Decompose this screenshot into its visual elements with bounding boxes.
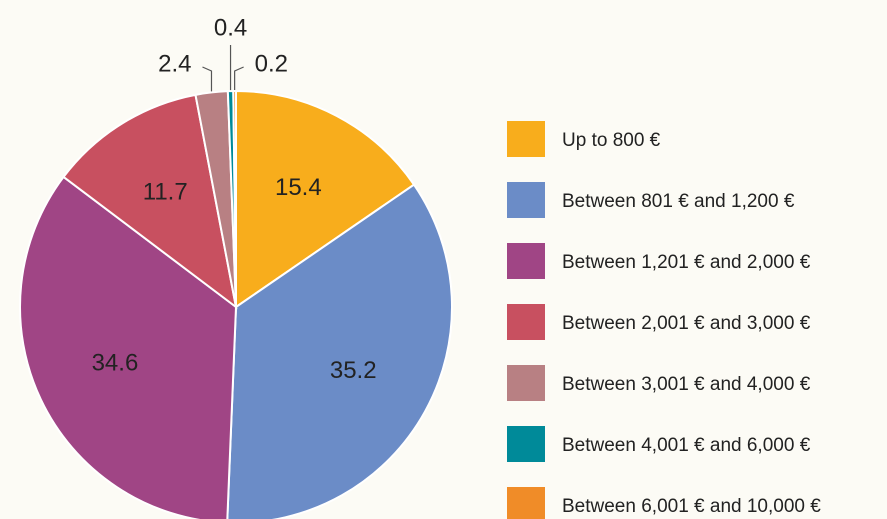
slice-label: 2.4 — [158, 50, 191, 77]
leader-line — [202, 66, 213, 92]
legend-swatch — [507, 365, 545, 401]
legend-swatch — [507, 487, 545, 519]
legend-label: Between 801 € and 1,200 € — [562, 191, 795, 212]
pie-slice — [19, 175, 238, 519]
legend-label: Between 3,001 € and 4,000 € — [562, 374, 811, 395]
legend-label: Up to 800 € — [562, 130, 661, 151]
legend-swatch — [507, 121, 545, 157]
pie-slice — [235, 89, 416, 309]
legend-swatch — [507, 304, 545, 340]
slice-label: 35.2 — [330, 357, 377, 384]
legend-swatch — [507, 426, 545, 462]
slice-label: 15.4 — [275, 174, 322, 201]
legend-label: Between 1,201 € and 2,000 € — [562, 252, 811, 273]
leader-line — [234, 66, 244, 91]
slice-label: 0.4 — [214, 14, 247, 41]
slice-label: 11.7 — [143, 179, 188, 206]
legend-swatch — [507, 182, 545, 218]
slice-label: 0.2 — [255, 50, 288, 77]
pie-slice — [226, 183, 453, 519]
pie-slice — [232, 89, 237, 308]
legend-swatch — [507, 243, 545, 279]
legend-label: Between 2,001 € and 3,000 € — [562, 313, 811, 334]
pie-slice — [62, 93, 238, 310]
legend-label: Between 6,001 € and 10,000 € — [562, 496, 821, 517]
legend-label: Between 4,001 € and 6,000 € — [562, 435, 811, 456]
slice-label: 34.6 — [92, 350, 139, 377]
